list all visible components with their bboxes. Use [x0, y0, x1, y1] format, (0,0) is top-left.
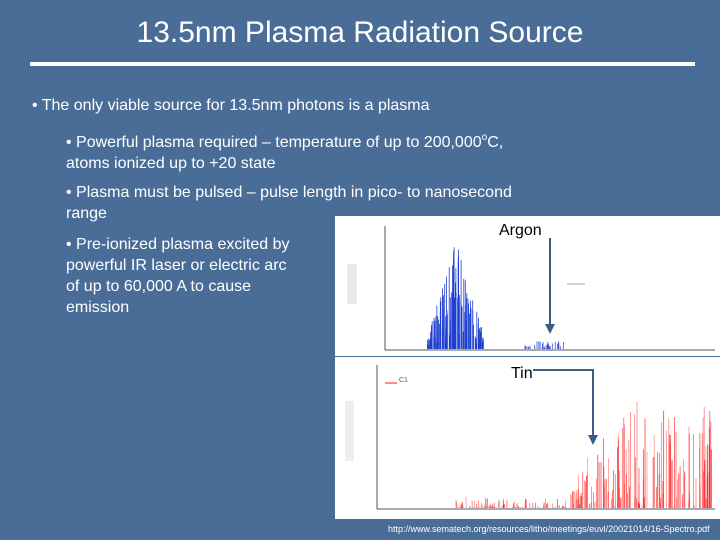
argon-spectral-lines	[427, 247, 564, 349]
argon-spectrum-plot	[347, 226, 715, 351]
argon-label: Argon	[499, 222, 542, 239]
bullet-preionized-line2: powerful IR laser or electric arc	[66, 257, 287, 274]
tin-legend: C1	[399, 377, 408, 384]
slide-title: 13.5nm Plasma Radiation Source	[136, 16, 584, 49]
bullet-preionized-plasma: • Pre-ionized plasma excited by powerful…	[66, 234, 289, 318]
bullet-powerful-plasma-unit: C,	[487, 134, 504, 151]
bullet-powerful-plasma-line2: atoms ionized up to +20 state	[66, 155, 276, 172]
degree-superscript: o	[481, 132, 488, 143]
tin-arrow	[533, 369, 598, 445]
bullet-preionized-line4: emission	[66, 299, 130, 316]
title-divider	[30, 62, 695, 66]
bullet-pulsed-plasma-line2: range	[66, 205, 107, 222]
bullet-preionized-line1: • Pre-ionized plasma excited by	[66, 236, 290, 253]
tin-spectrum-plot	[345, 365, 715, 510]
bullet-pulsed-plasma-line1: • Plasma must be pulsed – pulse length i…	[66, 184, 512, 201]
tin-label: Tin	[511, 365, 533, 382]
bullet-powerful-plasma: • Powerful plasma required – temperature…	[66, 127, 503, 174]
bullet-plasma-source: • The only viable source for 13.5nm phot…	[32, 97, 430, 114]
argon-arrow	[545, 238, 555, 334]
source-link[interactable]: http://www.sematech.org/resources/litho/…	[388, 524, 710, 534]
tin-spectrum-panel: C1 Tin	[335, 357, 720, 519]
bullet-pulsed-plasma: • Plasma must be pulsed – pulse length i…	[66, 182, 512, 224]
argon-spectrum-panel: Argon	[335, 216, 720, 356]
tin-spectral-lines	[455, 401, 712, 508]
bullet-powerful-plasma-text: • Powerful plasma required – temperature…	[66, 134, 482, 151]
bullet-preionized-line3: of up to 60,000 A to cause	[66, 278, 252, 295]
